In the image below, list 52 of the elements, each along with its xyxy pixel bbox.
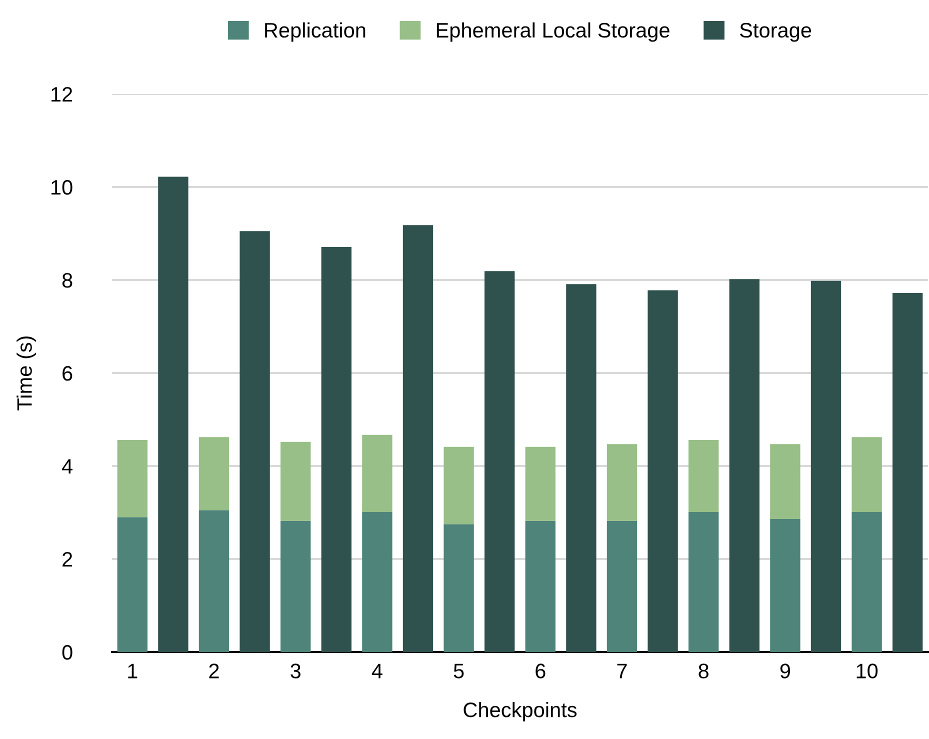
y-tick-label: 10: [52, 180, 72, 195]
x-tick-label: 6: [536, 664, 546, 678]
bar: [688, 440, 719, 512]
x-tick-label: 5: [454, 664, 464, 678]
x-tick-label: 7: [617, 664, 627, 678]
bar: [280, 520, 311, 652]
x-tick-label: 1: [128, 664, 138, 678]
x-tick-label: 3: [290, 664, 300, 678]
x-tick-label: 8: [698, 664, 708, 678]
bar: [444, 524, 474, 652]
y-tick-label: 6: [62, 366, 72, 381]
legend-label: Replication: [265, 22, 366, 42]
bar: [198, 437, 230, 510]
bar: [117, 440, 148, 518]
y-tick-label: 4: [62, 459, 72, 474]
y-axis-title: Time (s): [16, 336, 36, 410]
bar: [117, 517, 148, 652]
bar: [606, 520, 638, 652]
bar: [648, 290, 678, 652]
bar: [444, 446, 474, 524]
bar: [770, 444, 800, 520]
bar: [198, 510, 230, 652]
legend-label: Storage: [740, 22, 812, 42]
y-tick-label: 2: [62, 552, 72, 567]
bar: [525, 446, 556, 521]
bar: [770, 519, 800, 652]
bar: [810, 280, 842, 652]
y-tick-label: 12: [52, 87, 72, 102]
bar: [402, 225, 434, 652]
bar: [892, 293, 923, 652]
bar: [280, 442, 311, 521]
bar: [240, 231, 270, 652]
bar: [852, 512, 882, 652]
x-tick-label: 2: [209, 664, 219, 678]
x-tick-label: 10: [856, 664, 878, 678]
bar: [158, 176, 188, 652]
bar: [321, 246, 352, 652]
bar: [729, 279, 760, 652]
x-tick-label: 4: [372, 664, 382, 678]
bar: [362, 512, 392, 652]
x-tick-label: 9: [780, 664, 790, 678]
x-axis-title: Checkpoints: [464, 702, 577, 722]
bar: [606, 444, 638, 521]
bar: [852, 437, 882, 512]
y-tick-label: 0: [62, 645, 72, 660]
bar: [484, 271, 515, 652]
y-tick-label: 8: [62, 273, 72, 288]
bar: [362, 434, 392, 512]
bar: [688, 512, 719, 652]
bar: [525, 520, 556, 652]
legend-label: Ephemeral Local Storage: [436, 22, 670, 42]
bar: [566, 284, 596, 652]
